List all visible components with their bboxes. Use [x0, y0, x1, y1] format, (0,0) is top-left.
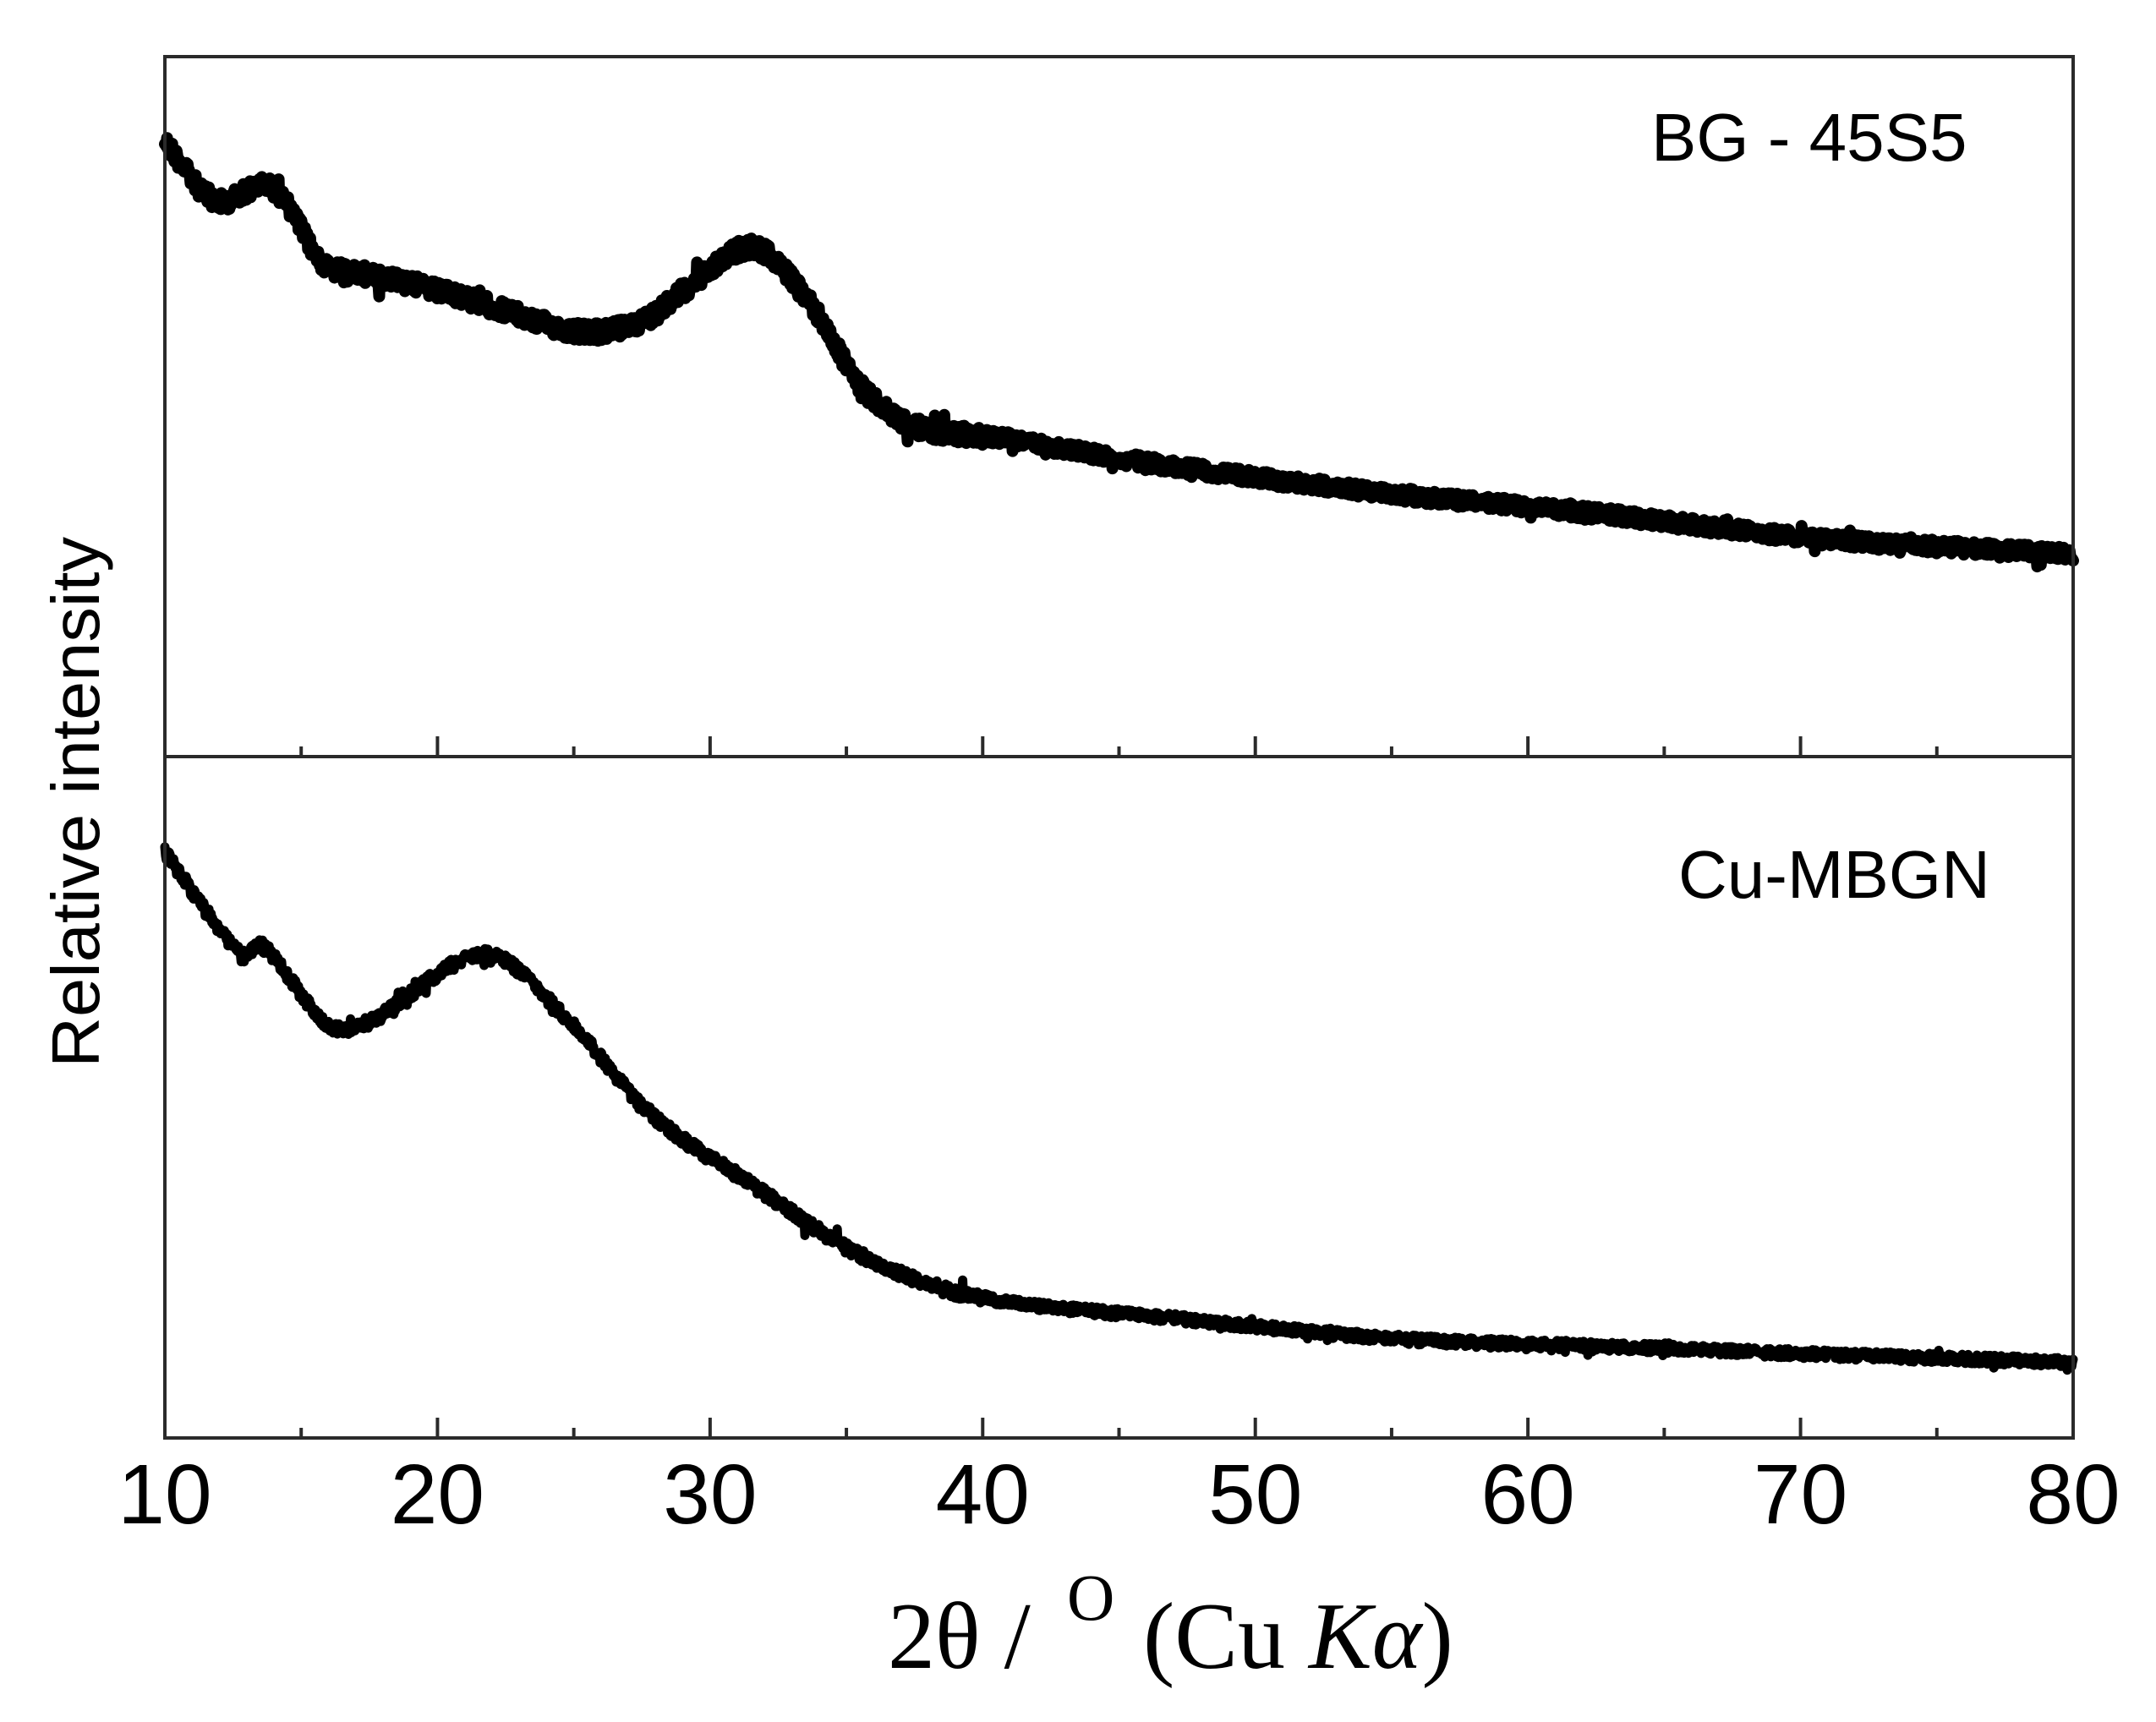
x-tick-labels: 10 20 30 40 50 60 70 80 — [118, 1447, 2120, 1542]
x-tick-label: 10 — [118, 1447, 211, 1542]
trace-cu-mbgn — [160, 842, 2078, 1375]
y-axis-label: Relative intensity — [38, 537, 113, 1068]
x-tick-label: 60 — [1481, 1447, 1575, 1542]
x-axis-label-main: 2θ / — [888, 1584, 1031, 1689]
x-axis-label-italic: Kα — [1307, 1584, 1424, 1689]
panel-label-cu-mbgn: Cu-MBGN — [1678, 837, 1990, 912]
panel-label-bg45s5: BG - 45S5 — [1651, 100, 1967, 175]
x-tick-label: 70 — [1754, 1447, 1847, 1542]
x-tick-label: 40 — [936, 1447, 1030, 1542]
x-tick-label: 30 — [663, 1447, 757, 1542]
x-axis-label: 2θ / O (Cu Kα) — [888, 1561, 1453, 1689]
svg-text:O: O — [1067, 1561, 1114, 1634]
trace-bg-45s5 — [159, 132, 2079, 573]
degree-superscript: O — [1067, 1561, 1114, 1634]
x-tick-label: 80 — [2026, 1447, 2120, 1542]
svg-text:(Cu Kα): (Cu Kα) — [1143, 1584, 1453, 1689]
x-axis-label-paren-open: (Cu — [1143, 1584, 1309, 1689]
x-tick-label: 50 — [1208, 1447, 1302, 1542]
x-axis-label-paren-close: ) — [1422, 1584, 1453, 1689]
svg-text:2θ /: 2θ / — [888, 1584, 1031, 1689]
x-tick-label: 20 — [391, 1447, 484, 1542]
traces — [159, 132, 2079, 1375]
x-ticks — [299, 736, 1939, 1438]
